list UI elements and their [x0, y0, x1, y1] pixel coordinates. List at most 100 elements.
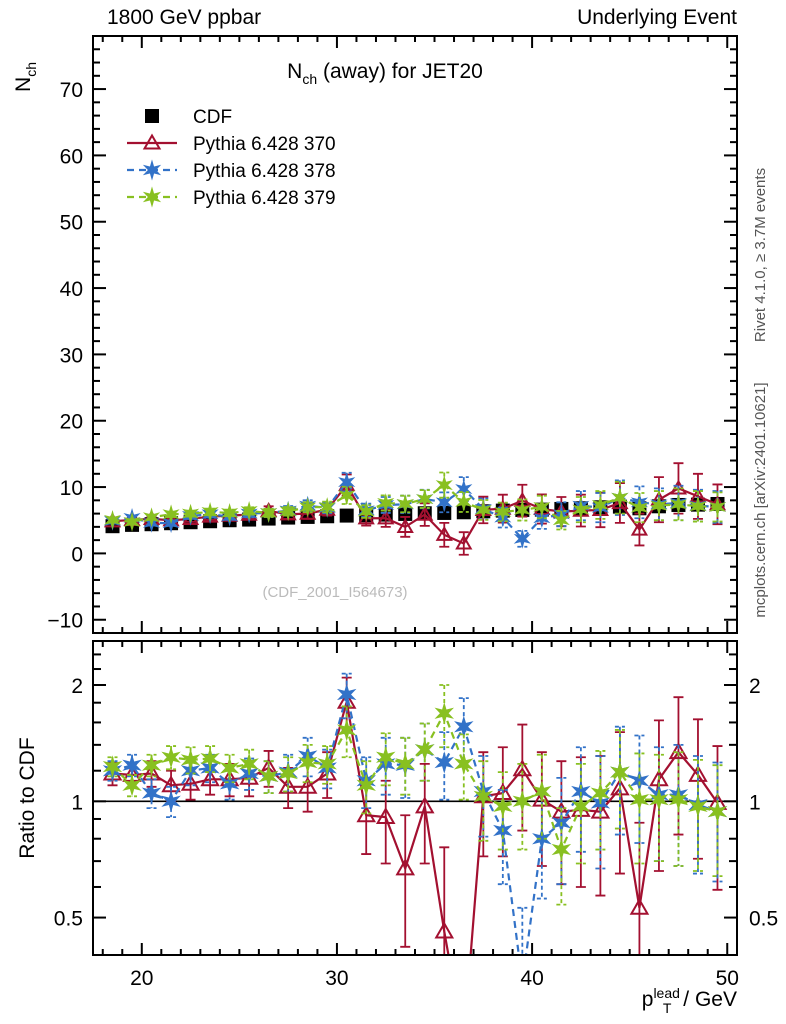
data-marker [377, 509, 395, 525]
data-marker [649, 788, 669, 811]
series-line [112, 701, 719, 954]
data-marker [610, 760, 630, 784]
side-text-top: Rivet 4.1.0, ≥ 3.7M events [752, 168, 769, 342]
y-tick-label-ratio-right: 0.5 [749, 908, 778, 931]
data-marker [339, 508, 354, 523]
data-marker [455, 492, 473, 512]
data-marker [552, 510, 570, 531]
data-marker [434, 702, 455, 725]
data-marker [338, 485, 356, 506]
data-marker [375, 746, 396, 769]
data-marker [297, 751, 318, 774]
ratio-series-Pythia-6.428-370 [102, 676, 728, 954]
data-marker [201, 502, 219, 522]
legend-label: Pythia 6.428 370 [193, 134, 336, 155]
x-tick-label: 20 [130, 967, 153, 990]
legend-entry[interactable]: CDF [145, 107, 232, 128]
error-bar [439, 731, 450, 801]
y-tick-label-main: 50 [60, 212, 83, 235]
error-bar [322, 745, 333, 785]
error-bar [458, 733, 469, 801]
data-marker [396, 494, 414, 514]
data-marker [415, 738, 435, 761]
data-marker [708, 497, 727, 517]
y-tick-label-main: 60 [60, 145, 83, 168]
data-marker [494, 502, 512, 522]
header-right: Underlying Event [577, 6, 737, 29]
error-bar [419, 762, 430, 865]
data-marker [221, 503, 239, 523]
error-bar [517, 906, 528, 954]
data-marker [181, 503, 200, 524]
data-marker [317, 752, 337, 776]
ratio-series-Pythia-6.428-378 [102, 672, 728, 954]
data-marker [435, 492, 453, 513]
data-marker [141, 781, 162, 805]
data-marker [395, 858, 416, 876]
error-bar [380, 732, 391, 787]
data-marker [416, 505, 434, 521]
error-bar [692, 758, 703, 872]
ratio-series-Pythia-6.428-379 [102, 684, 728, 906]
data-marker [239, 752, 259, 776]
data-marker [611, 494, 629, 510]
y-tick-label-main: 20 [60, 411, 83, 434]
plot-title: Nch (away) for JET20 [287, 60, 483, 87]
data-marker [668, 742, 689, 760]
data-marker [356, 774, 376, 797]
data-marker [162, 504, 180, 525]
series-Pythia-6.428-378 [103, 471, 727, 549]
y-tick-label-main: 30 [60, 344, 83, 367]
legend-label: Pythia 6.428 379 [193, 188, 336, 209]
data-marker [456, 505, 471, 520]
y-tick-label-ratio: 2 [71, 675, 83, 698]
data-marker [219, 772, 240, 796]
y-tick-label-main: 0 [71, 543, 83, 566]
error-bar [556, 776, 567, 886]
error-bar [653, 753, 664, 863]
header-left: 1800 GeV ppbar [107, 6, 261, 29]
data-marker [161, 746, 181, 769]
x-tick-label: 40 [520, 967, 543, 990]
data-marker [219, 756, 240, 780]
watermark-label: (CDF_2001_I564673) [262, 584, 407, 601]
data-marker [630, 520, 649, 536]
error-bar [361, 760, 372, 815]
data-marker [161, 790, 181, 813]
error-bar [712, 764, 723, 878]
data-marker [318, 497, 336, 517]
legend-entry[interactable]: Pythia 6.428 370 [127, 133, 336, 155]
data-marker [200, 769, 220, 787]
data-marker [435, 475, 453, 495]
data-marker [299, 497, 317, 518]
data-marker [513, 528, 531, 549]
data-marker [396, 517, 414, 533]
legend-entry[interactable]: Pythia 6.428 379 [127, 186, 336, 209]
data-marker [688, 795, 708, 818]
error-bar [634, 734, 645, 844]
error-bar [341, 705, 352, 759]
data-marker [375, 807, 396, 825]
data-marker [200, 747, 220, 770]
legend-entry[interactable]: Pythia 6.428 378 [127, 159, 336, 182]
data-marker [377, 493, 395, 513]
error-bar [302, 743, 313, 784]
data-marker [395, 752, 415, 776]
data-marker [336, 683, 357, 706]
y-tick-label-ratio: 1 [71, 791, 83, 814]
data-marker [629, 769, 650, 793]
data-marker [142, 507, 161, 528]
legend-label: Pythia 6.428 378 [193, 161, 336, 182]
data-marker [434, 751, 455, 774]
side-text-bottom: mcplots.cern.ch [arXiv:2401.10621] [752, 382, 769, 617]
data-marker [297, 776, 318, 794]
legend-marker-square [145, 109, 159, 123]
main-panel-frame [92, 35, 738, 634]
data-marker [493, 795, 513, 818]
data-marker [416, 489, 434, 509]
y-tick-label-ratio-right: 2 [749, 675, 761, 698]
y-tick-label-ratio-right: 1 [749, 791, 761, 814]
data-marker [512, 790, 533, 813]
data-marker [668, 788, 689, 811]
